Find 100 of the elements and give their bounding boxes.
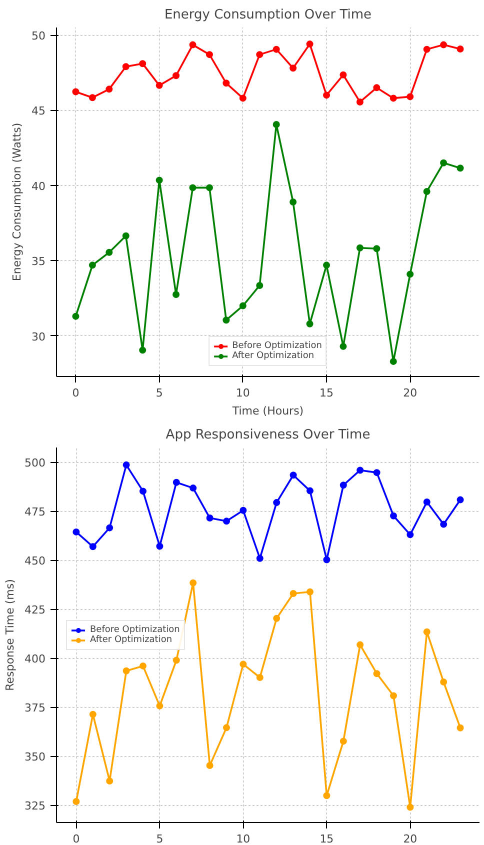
point xyxy=(290,64,297,72)
point xyxy=(106,86,113,93)
point xyxy=(106,777,114,784)
point xyxy=(323,92,330,99)
point xyxy=(290,590,297,597)
point xyxy=(440,41,448,48)
point xyxy=(423,188,430,195)
point xyxy=(406,93,414,100)
point xyxy=(72,88,80,96)
point xyxy=(256,282,264,289)
point xyxy=(156,176,163,184)
point xyxy=(456,496,464,504)
point xyxy=(88,94,96,102)
point xyxy=(206,51,213,58)
point xyxy=(239,302,246,310)
x-tick-label: 15 xyxy=(320,832,334,845)
point xyxy=(72,528,80,536)
y-tick-label: 325 xyxy=(24,800,46,813)
point xyxy=(156,702,164,710)
legend-label: Before Optimization xyxy=(90,624,180,634)
point xyxy=(306,588,314,596)
x-tick-label: 0 xyxy=(72,832,80,845)
legend-label: After Optimization xyxy=(232,351,314,361)
y-tick-label: 400 xyxy=(24,652,46,666)
point xyxy=(390,94,397,102)
point xyxy=(89,710,96,718)
point xyxy=(306,40,314,48)
point xyxy=(223,518,230,525)
point xyxy=(373,84,380,92)
point xyxy=(306,320,314,328)
point xyxy=(189,184,196,192)
y-axis-title: Energy Consumption (Watts) xyxy=(10,122,24,282)
point xyxy=(140,488,147,495)
point xyxy=(290,472,297,479)
point xyxy=(406,804,414,811)
point xyxy=(323,792,330,800)
point xyxy=(256,674,264,682)
point xyxy=(122,461,130,468)
point xyxy=(323,262,330,269)
point xyxy=(356,244,364,252)
y-tick-label: 500 xyxy=(24,456,46,470)
chart-title: App Responsiveness Over Time xyxy=(166,428,370,442)
point xyxy=(239,94,246,102)
point xyxy=(122,667,130,674)
point xyxy=(373,670,380,678)
y-tick-label: 450 xyxy=(24,554,46,568)
legend-label: After Optimization xyxy=(90,634,172,644)
point xyxy=(390,512,397,520)
point xyxy=(256,554,264,562)
y-tick-label: 425 xyxy=(24,604,46,617)
x-tick-label: 20 xyxy=(403,832,418,845)
point xyxy=(456,164,464,172)
point xyxy=(206,184,213,192)
point xyxy=(89,543,96,550)
point xyxy=(440,520,448,528)
legend-label: Before Optimization xyxy=(232,341,322,351)
point xyxy=(172,291,180,298)
point xyxy=(456,46,464,53)
y-tick-label: 40 xyxy=(32,180,46,193)
point xyxy=(273,614,280,622)
point xyxy=(272,121,280,128)
y-axis-title: Response Time (ms) xyxy=(4,579,17,691)
point xyxy=(88,262,96,269)
point xyxy=(273,499,280,506)
point xyxy=(406,270,414,278)
point xyxy=(423,46,430,53)
point xyxy=(240,506,247,514)
y-tick-label: 35 xyxy=(32,255,46,268)
x-axis-title: Time (Hours) xyxy=(231,404,304,418)
point xyxy=(390,358,397,365)
x-tick-label: 0 xyxy=(72,386,80,400)
point xyxy=(122,232,130,240)
point xyxy=(190,484,197,492)
x-tick-label: 5 xyxy=(156,832,164,845)
point xyxy=(340,342,347,350)
point xyxy=(423,628,430,636)
point xyxy=(340,738,347,745)
chart-title: Energy Consumption Over Time xyxy=(164,8,372,22)
y-tick-label: 350 xyxy=(24,750,46,764)
point xyxy=(340,482,347,489)
point xyxy=(206,762,214,769)
point xyxy=(190,579,197,586)
point xyxy=(223,724,230,732)
point xyxy=(156,542,164,550)
point xyxy=(72,798,80,806)
point xyxy=(356,466,364,474)
point xyxy=(140,662,147,670)
point xyxy=(206,514,214,522)
point xyxy=(340,71,347,78)
x-tick-label: 5 xyxy=(156,386,163,400)
point xyxy=(240,660,247,668)
point xyxy=(222,316,230,324)
point xyxy=(406,531,414,538)
point xyxy=(323,556,330,564)
point xyxy=(456,724,464,732)
point xyxy=(106,524,114,532)
y-tick-label: 50 xyxy=(32,30,46,43)
point xyxy=(373,245,380,252)
x-tick-label: 20 xyxy=(403,386,418,400)
x-tick-label: 10 xyxy=(236,832,250,845)
